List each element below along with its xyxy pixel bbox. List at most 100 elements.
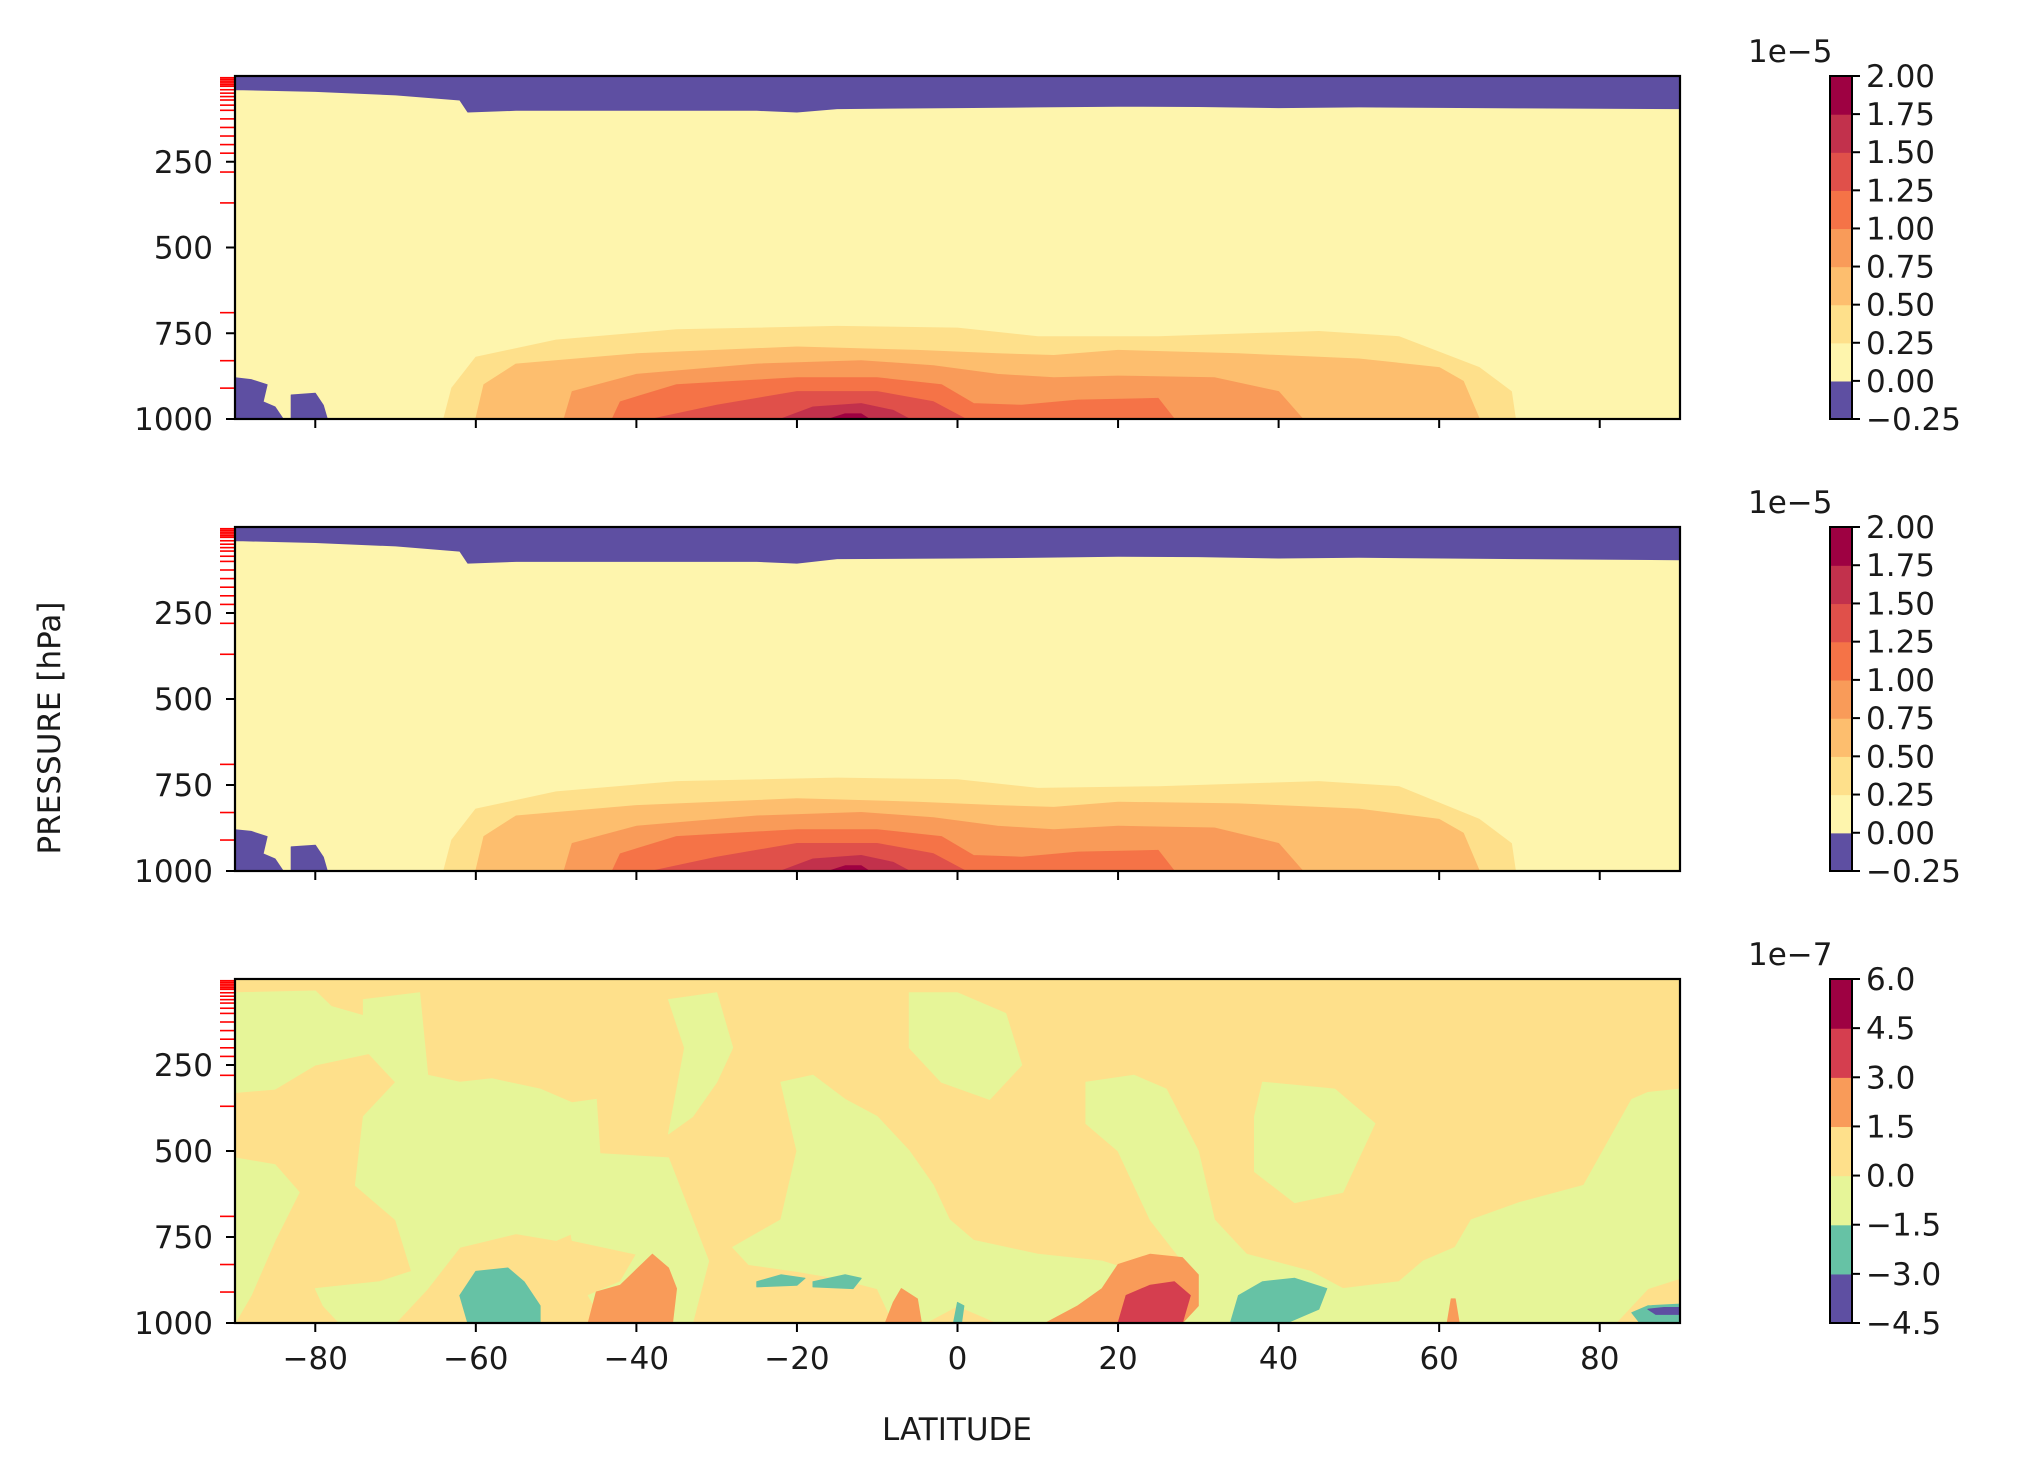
- y-axis-ticks: 250 500 750 1000: [134, 1048, 235, 1342]
- colorbar-swatch-0: [1830, 1273, 1852, 1324]
- pressure-level-marks: [220, 527, 235, 841]
- colorbar-tick-label-1: 0.00: [1866, 364, 1935, 400]
- y-tick-label-500: 500: [154, 1134, 213, 1170]
- x-tick-label-7: 60: [1419, 1341, 1458, 1377]
- contour-region-5: [732, 1074, 1135, 1323]
- colorbar-swatch-4: [1830, 679, 1852, 719]
- colorbar-swatch-5: [1830, 190, 1852, 230]
- x-axis-ticks: [314, 419, 1601, 428]
- colorbar-tick-label-9: 2.00: [1866, 510, 1935, 546]
- contour-region-2: [290, 392, 328, 419]
- colorbar-tick-label-3: 0.0: [1866, 1159, 1915, 1195]
- colorbar-tick-label-3: 0.50: [1866, 288, 1935, 324]
- x-tick-label-4: 0: [948, 1341, 968, 1377]
- colorbar-offset-label: 1e−5: [1748, 485, 1833, 521]
- colorbar-swatch-0: [1830, 832, 1852, 872]
- pressure-level-marks: [220, 76, 235, 389]
- colorbar: −4.5 −3.0 −1.5 0.0 1.5 3.0 4.5 6.0 1e−7: [1748, 937, 1941, 1342]
- y-tick-label-750: 750: [154, 768, 213, 804]
- colorbar-swatch-2: [1830, 756, 1852, 796]
- colorbar-swatch-7: [1830, 565, 1852, 605]
- x-tick-label-0: −80: [283, 1341, 348, 1377]
- contour-region-2: [314, 992, 605, 1323]
- colorbar-frame: [1829, 978, 1853, 1324]
- y-tick-label-1000: 1000: [134, 402, 213, 438]
- contour-region-1: [235, 1157, 300, 1323]
- y-axis-ticks: 250 500 750 1000: [134, 596, 235, 890]
- colorbar-tick-label-4: 1.5: [1866, 1109, 1915, 1145]
- contour-fills: [235, 990, 1680, 1323]
- colorbar-swatch-8: [1830, 527, 1852, 566]
- colorbar-swatch-4: [1830, 228, 1852, 268]
- y-axis-label: PRESSURE [hPa]: [32, 602, 68, 855]
- x-tick-label-8: 80: [1580, 1341, 1619, 1377]
- contour-region-9: [828, 865, 870, 871]
- contour-fills: [235, 527, 1680, 871]
- colorbar-tick-label-2: 0.25: [1866, 778, 1935, 814]
- contour-region-4: [668, 992, 734, 1135]
- contour-fills: [235, 76, 1680, 419]
- colorbar-offset-label: 1e−5: [1748, 34, 1833, 70]
- colorbar-tick-label-6: 4.5: [1866, 1011, 1915, 1047]
- colorbar-tick-label-0: −0.25: [1866, 402, 1961, 438]
- colorbar-tick-label-8: 1.75: [1866, 97, 1935, 133]
- colorbar-tick-label-2: −1.5: [1866, 1208, 1941, 1244]
- colorbar-frame: [1829, 75, 1853, 420]
- colorbar-swatch-6: [1830, 979, 1852, 1029]
- contour-region-9: [828, 413, 870, 419]
- colorbar-tick-label-9: 2.00: [1866, 59, 1935, 95]
- contour-region-2: [290, 844, 328, 871]
- x-tick-label-1: −60: [443, 1341, 508, 1377]
- colorbar-swatch-2: [1830, 1175, 1852, 1226]
- y-tick-label-750: 750: [154, 1220, 213, 1256]
- colorbar-tick-label-1: −3.0: [1866, 1257, 1941, 1293]
- contour-region-13: [1117, 1281, 1191, 1323]
- y-tick-label-500: 500: [154, 231, 213, 267]
- colorbar-swatch-4: [1830, 1077, 1852, 1128]
- contour-region-14: [459, 1267, 541, 1323]
- colorbar-tick-label-3: 0.50: [1866, 739, 1935, 775]
- x-tick-label-5: 20: [1098, 1341, 1137, 1377]
- contour-region-16: [812, 1274, 862, 1290]
- colorbar-swatch-1: [1830, 794, 1852, 834]
- colorbar-tick-label-8: 1.75: [1866, 548, 1935, 584]
- colorbar-tick-label-1: 0.00: [1866, 816, 1935, 852]
- y-tick-label-500: 500: [154, 682, 213, 718]
- colorbar-tick-label-7: 1.50: [1866, 586, 1935, 622]
- colorbar-swatch-1: [1830, 342, 1852, 382]
- contour-region-6: [908, 992, 1023, 1100]
- contour-region-0: [235, 76, 1680, 113]
- x-axis-ticks: −80 −60 −40 −20 0 20 40 60 80: [283, 1323, 1619, 1377]
- contour-region-15: [756, 1274, 806, 1288]
- y-tick-label-250: 250: [154, 1048, 213, 1084]
- colorbar-swatch-5: [1830, 641, 1852, 681]
- colorbar-swatch-3: [1830, 718, 1852, 757]
- colorbar-swatch-5: [1830, 1028, 1852, 1078]
- y-axis-ticks: 250 500 750 1000: [134, 145, 235, 438]
- contour-region-9: [587, 1253, 677, 1323]
- contour-region-0: [235, 527, 1680, 564]
- colorbar-frame: [1829, 526, 1853, 872]
- colorbar-swatch-6: [1830, 152, 1852, 191]
- contour-region-1: [235, 377, 284, 419]
- colorbar-swatch-2: [1830, 304, 1852, 344]
- colorbar: −0.250.000.250.500.751.001.251.501.752.0…: [1748, 485, 1961, 890]
- contour-region-8: [780, 855, 910, 871]
- colorbar-swatch-6: [1830, 603, 1852, 643]
- pressure-level-marks: [220, 979, 235, 1293]
- y-tick-label-250: 250: [154, 145, 213, 181]
- colorbar-tick-label-6: 1.25: [1866, 173, 1935, 209]
- x-tick-label-6: 40: [1259, 1341, 1298, 1377]
- x-tick-label-2: −40: [604, 1341, 669, 1377]
- contour-region-19: [1647, 1307, 1680, 1315]
- y-tick-label-250: 250: [154, 596, 213, 632]
- colorbar-tick-label-6: 1.25: [1866, 625, 1935, 661]
- contour-region-17: [1229, 1277, 1328, 1323]
- x-axis-ticks: [314, 871, 1601, 880]
- contour-region-8: [1254, 1081, 1376, 1204]
- colorbar-swatch-7: [1830, 114, 1852, 153]
- colorbar-swatch-0: [1830, 380, 1852, 420]
